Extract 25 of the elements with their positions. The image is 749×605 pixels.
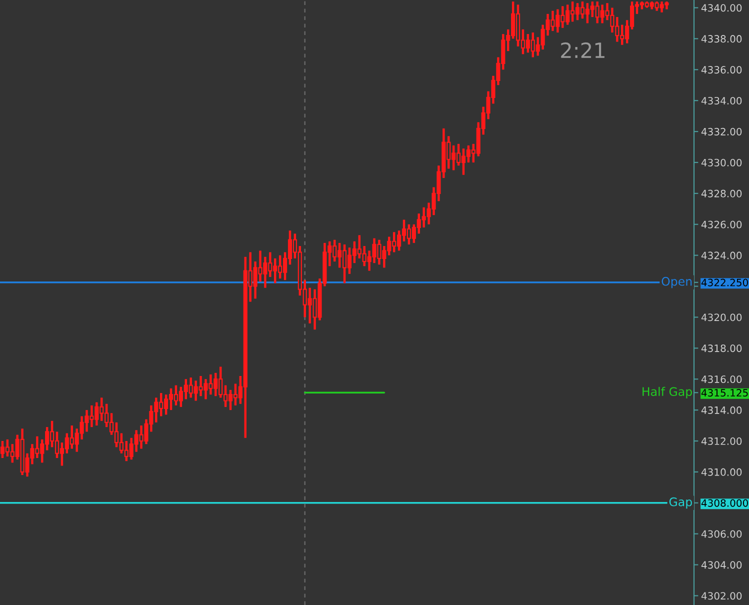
y-tick-label: 4316.00: [701, 375, 742, 384]
y-tick-label: 4320.00: [701, 314, 742, 322]
y-tick-label: 4334.00: [701, 96, 742, 105]
y-tick-label: 4315.125: [701, 389, 748, 397]
annotation: 2:21: [561, 42, 604, 58]
y-tick-label: 4328.00: [701, 190, 742, 198]
ref-line-label: Gap: [669, 497, 692, 509]
y-tick-label: 4302.00: [701, 592, 742, 600]
y-tick-label: 4330.00: [701, 158, 742, 166]
y-tick-label: 4324.00: [701, 252, 742, 260]
y-tick-label: 4306.00: [701, 530, 742, 538]
y-tick-label: 4308.000: [701, 499, 748, 507]
y-tick-label: 4326.00: [701, 220, 742, 228]
y-tick-label: 4340.00: [701, 4, 742, 12]
y-tick-label: 4318.00: [701, 344, 742, 352]
ref-line-label: Open: [662, 276, 692, 288]
y-tick-label: 4322.250: [701, 278, 748, 286]
y-tick-label: 4314.00: [701, 406, 742, 414]
y-tick-label: 4304.00: [701, 561, 742, 569]
y-tick-label: 4336.00: [701, 66, 742, 74]
y-tick-label: 4338.00: [701, 35, 742, 43]
y-tick-label: 4332.00: [701, 128, 742, 136]
y-tick-label: 4312.00: [701, 437, 742, 445]
legend-label: Half Gap: [642, 386, 692, 398]
y-tick-label: 4310.00: [701, 468, 742, 476]
